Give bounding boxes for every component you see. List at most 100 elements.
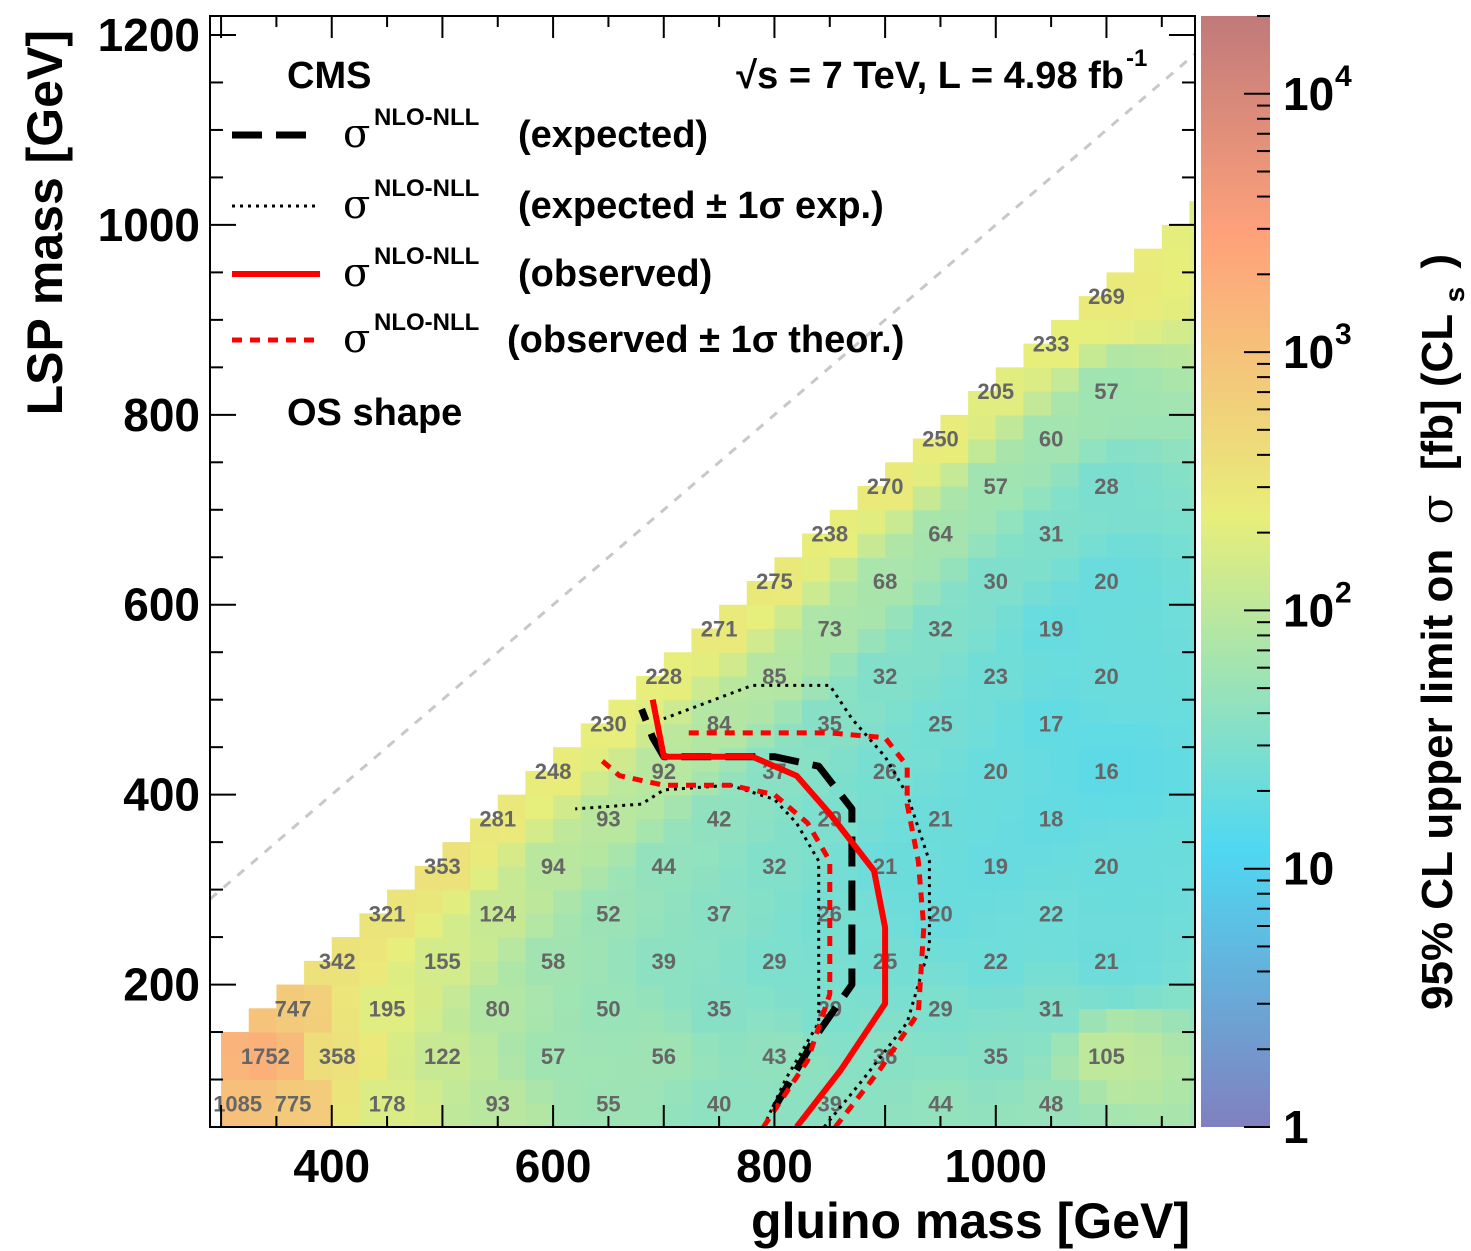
heatmap-cell (1134, 937, 1163, 962)
heatmap-cell (1134, 604, 1163, 630)
heatmap-cell (1078, 367, 1108, 392)
heatmap-cell (470, 1079, 499, 1104)
heatmap-cell (1161, 723, 1191, 748)
cell-value-label: 233 (1033, 332, 1070, 357)
legend-superscript: NLO-NLL (374, 104, 479, 131)
heatmap-cell (1134, 889, 1163, 914)
heatmap-cell (995, 1103, 1025, 1127)
heatmap-cell (608, 723, 637, 748)
heatmap-cell (1078, 414, 1108, 440)
heatmap-cell (1134, 1055, 1163, 1081)
cell-value-label: 56 (652, 1044, 676, 1069)
heatmap-cell (1023, 1103, 1052, 1127)
heatmap-cell (1106, 865, 1135, 891)
heatmap-cell (663, 818, 693, 843)
heatmap-cell (885, 533, 914, 558)
heatmap-cell (857, 1103, 886, 1127)
heatmap-cell (719, 865, 748, 891)
heatmap-cell (968, 889, 997, 914)
heatmap-cell (1023, 628, 1052, 653)
heatmap-cell (663, 1032, 693, 1057)
heatmap-cell (912, 913, 942, 938)
heatmap-cell (1161, 652, 1191, 677)
heatmap-cell (1106, 913, 1135, 938)
heatmap-cell (746, 937, 776, 962)
heatmap-cell (1134, 652, 1163, 677)
heatmap-cell (968, 533, 997, 558)
heatmap-cell (1051, 889, 1080, 914)
heatmap-cell (1023, 533, 1052, 558)
heatmap-cell (580, 865, 610, 891)
heatmap-cell (885, 865, 914, 891)
heatmap-cell (774, 889, 803, 914)
cell-value-label: 58 (541, 949, 565, 974)
heatmap-cell (1161, 367, 1191, 392)
heatmap-cell (636, 913, 665, 938)
heatmap-cell (691, 675, 720, 701)
heatmap-cell (1078, 770, 1108, 796)
heatmap-cell (774, 628, 803, 653)
cell-value-label: 1752 (241, 1044, 290, 1069)
heatmap-cell (1023, 1079, 1052, 1104)
heatmap-cell (414, 913, 444, 938)
kinematic-diagonal-line (210, 52, 1195, 901)
heatmap-cell (885, 580, 914, 606)
y-tick-label: 400 (123, 769, 200, 821)
heatmap-cell (691, 1103, 720, 1127)
heatmap-cell (968, 652, 997, 677)
heatmap-cell (497, 1008, 527, 1033)
heatmap-cell (580, 842, 610, 867)
heatmap-cell (968, 937, 997, 962)
heatmap-cell (1023, 937, 1052, 962)
heatmap-cell (525, 913, 554, 938)
heatmap-cell (802, 723, 831, 748)
heatmap-cell (553, 1008, 582, 1033)
heatmap-cell (995, 557, 1025, 582)
heatmap-cell (442, 865, 471, 891)
heatmap-cell (1078, 391, 1108, 416)
heatmap-cell (442, 1079, 471, 1104)
heatmap-cell (331, 1079, 361, 1104)
heatmap-cell (1106, 818, 1135, 843)
colorbar-tick-exponent: 3 (1335, 318, 1352, 351)
heatmap-cell (1023, 652, 1052, 677)
heatmap-cell (912, 865, 942, 891)
heatmap-cell (1106, 1079, 1135, 1104)
heatmap-cell (1161, 913, 1191, 938)
heatmap-cell (940, 462, 969, 487)
heatmap-cell (995, 675, 1025, 701)
heatmap-cell (1189, 723, 1195, 748)
heatmap-cell (1134, 865, 1163, 891)
heatmap-cell (1023, 770, 1052, 796)
heatmap-cell (968, 509, 997, 535)
heatmap-cell (995, 699, 1025, 725)
heatmap-cell (608, 889, 637, 914)
heatmap-cell (1051, 343, 1080, 368)
heatmap-cell (940, 652, 969, 677)
heatmap-cell (774, 984, 803, 1009)
heatmap-cell (1106, 770, 1135, 796)
heatmap-cell (304, 1103, 333, 1127)
heatmap-cell (912, 1055, 942, 1081)
heatmap-cell (1189, 675, 1195, 701)
cell-value-label: 43 (762, 1044, 786, 1069)
heatmap-cell (221, 1032, 250, 1057)
heatmap-cell (276, 1079, 305, 1104)
heatmap-cell (414, 865, 444, 891)
heatmap-cell (1106, 414, 1135, 440)
heatmap-cell (414, 1055, 444, 1081)
legend-label: (observed ± 1σ theor.) (507, 319, 904, 361)
heatmap-cell (1023, 604, 1052, 630)
heatmap-cell (359, 913, 388, 938)
heatmap-cell (1161, 1079, 1191, 1104)
heatmap-cell (857, 937, 886, 962)
heatmap-cell (802, 580, 831, 606)
heatmap-cell (608, 818, 637, 843)
heatmap-cell (940, 770, 969, 796)
heatmap-cell (1134, 699, 1163, 725)
heatmap-cell (636, 1008, 665, 1033)
heatmap-cell (497, 842, 527, 867)
heatmap-cell (940, 723, 969, 748)
legend-superscript: NLO-NLL (374, 175, 479, 202)
cell-value-label: 22 (1039, 901, 1063, 926)
